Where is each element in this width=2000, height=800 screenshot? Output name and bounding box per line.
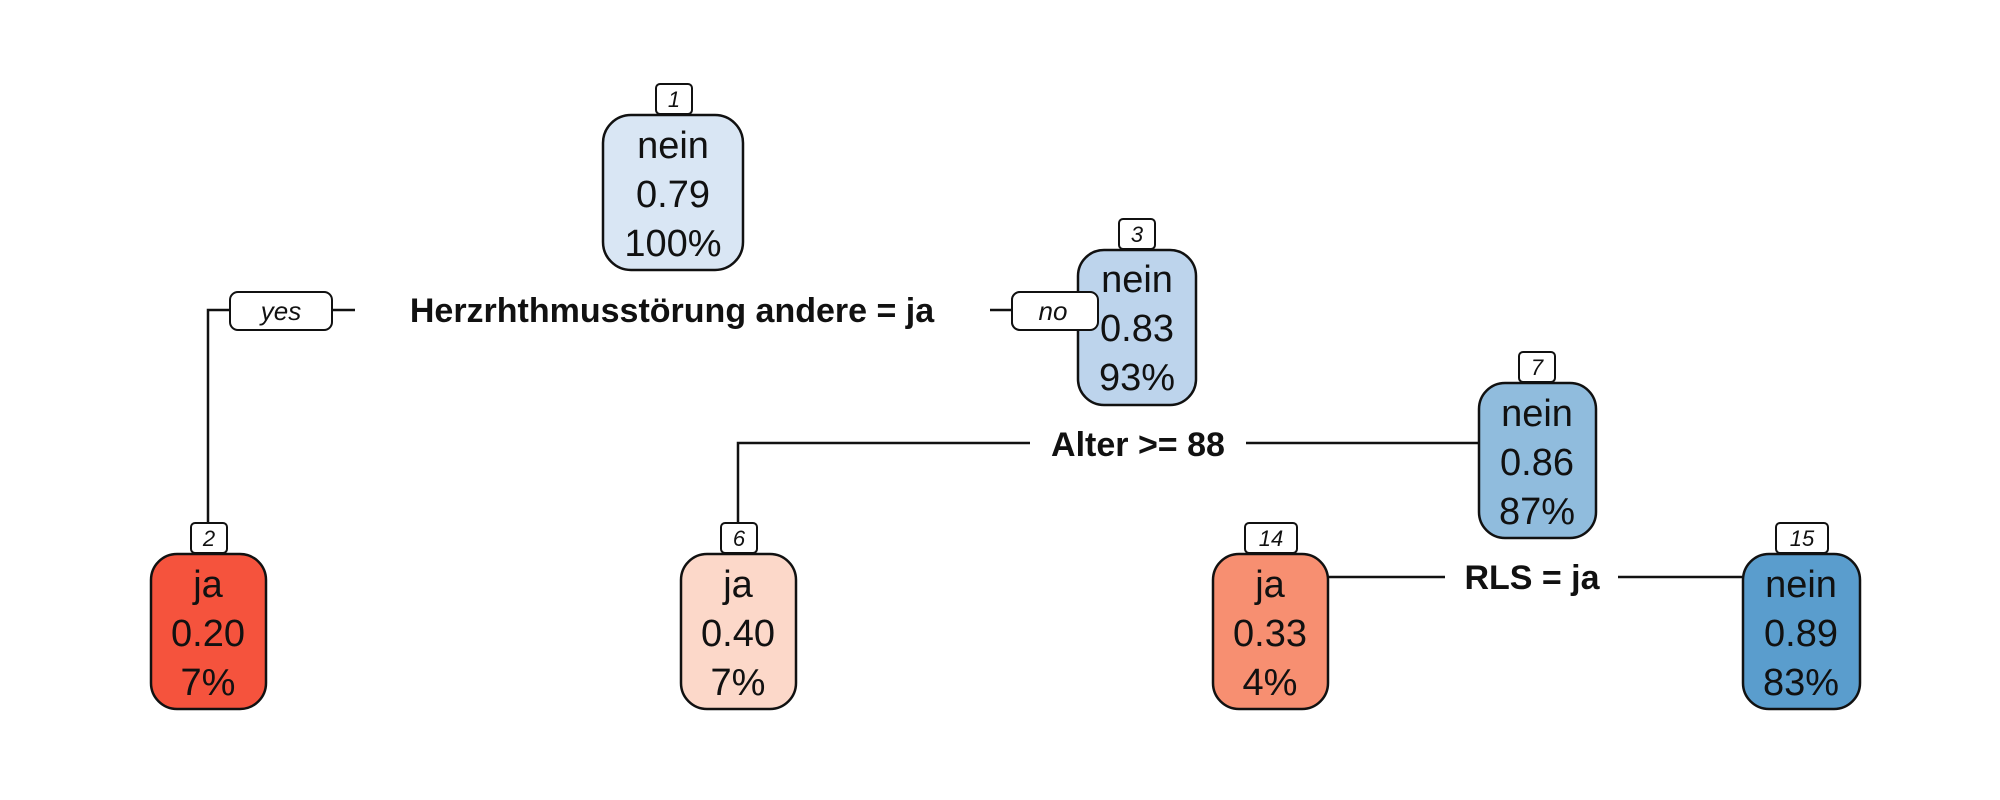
node-id: 7: [1531, 355, 1544, 380]
split-label-herzrhythmus: Herzrhthmusstörung andere = ja: [410, 292, 935, 330]
no-branch-box-front: [1011, 291, 1099, 331]
node-class-label: nein: [1101, 259, 1173, 301]
node-box: [679, 552, 798, 711]
node-class-label: nein: [1765, 564, 1837, 606]
node-class-label: ja: [192, 564, 223, 606]
node-probability: 0.33: [1233, 613, 1307, 655]
node-box: [601, 113, 745, 272]
node-percentage: 87%: [1499, 491, 1575, 533]
node-percentage: 93%: [1099, 357, 1175, 399]
node-box: [1741, 552, 1862, 711]
tree-node-15: 15 nein 0.89 83%: [1741, 522, 1862, 711]
tree-node-6: 6 ja 0.40 7%: [679, 522, 798, 711]
tree-node-1: 1 nein 0.79 100%: [601, 83, 745, 272]
no-branch-label-front: no: [1039, 296, 1068, 326]
split-label-alter: Alter >= 88: [1051, 426, 1225, 464]
tree-node-7: 7 nein 0.86 87%: [1477, 351, 1598, 540]
edge-split2-left: [736, 441, 1030, 548]
node-class-label: nein: [1501, 393, 1573, 435]
edge-split1-left: [206, 308, 232, 540]
tree-edges: [206, 308, 1742, 579]
yes-branch-box: [229, 291, 333, 331]
split-1: yes Herzrhthmusstörung andere = ja no: [229, 291, 1099, 331]
node-id: 2: [202, 526, 215, 551]
node-probability: 0.79: [636, 174, 710, 216]
split-label-rls: RLS = ja: [1464, 559, 1600, 597]
node-id: 6: [733, 526, 746, 551]
node-id: 15: [1790, 526, 1815, 551]
node-probability: 0.20: [171, 613, 245, 655]
yes-branch-label: yes: [259, 296, 301, 326]
node-id: 3: [1131, 222, 1144, 247]
node-probability: 0.86: [1500, 442, 1574, 484]
node-box: [149, 552, 268, 711]
node-percentage: 4%: [1243, 662, 1298, 704]
node-percentage: 7%: [181, 662, 236, 704]
node-percentage: 7%: [711, 662, 766, 704]
node-percentage: 100%: [624, 223, 721, 265]
node-box: [1477, 381, 1598, 540]
node-id: 1: [668, 87, 680, 112]
node-box: [1211, 552, 1330, 711]
node-id: 14: [1259, 526, 1283, 551]
tree-node-2: 2 ja 0.20 7%: [149, 522, 268, 711]
node-class-label: ja: [722, 564, 753, 606]
node-class-label: nein: [637, 125, 709, 167]
tree-node-14: 14 ja 0.33 4%: [1211, 522, 1330, 711]
node-probability: 0.83: [1100, 308, 1174, 350]
tree-node-3: 3 nein 0.83 93%: [1076, 218, 1198, 407]
node-percentage: 83%: [1763, 662, 1839, 704]
no-branch-overlay: no: [1011, 291, 1099, 331]
node-probability: 0.40: [701, 613, 775, 655]
node-class-label: ja: [1254, 564, 1285, 606]
node-probability: 0.89: [1764, 613, 1838, 655]
